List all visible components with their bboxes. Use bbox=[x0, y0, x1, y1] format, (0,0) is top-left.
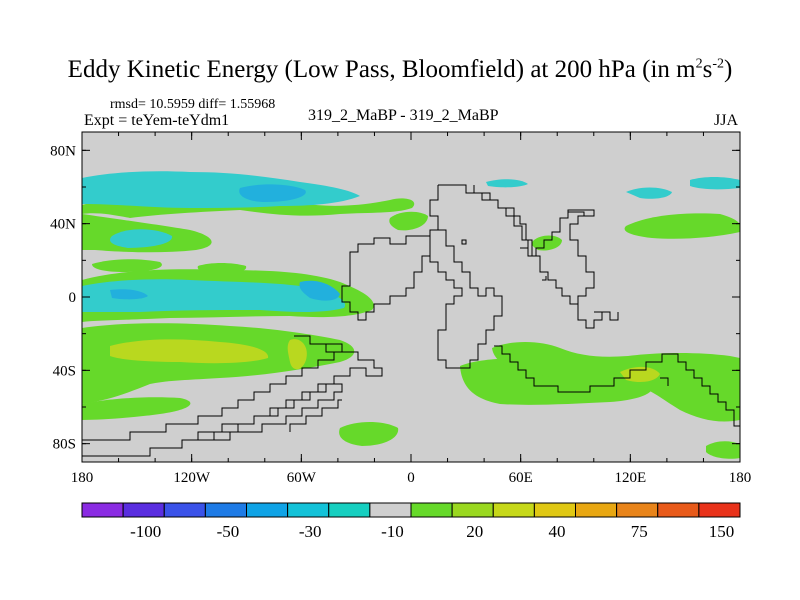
y-tick-label: 80S bbox=[53, 437, 76, 453]
x-tick-label: 180 bbox=[729, 470, 752, 486]
coastline-lakes-1 bbox=[461, 239, 467, 245]
contour-sh-green-3 bbox=[339, 422, 399, 446]
axes: 180 120W 60W 0 60E 120E 180 80N 40N 0 40S 80S bbox=[50, 132, 751, 486]
contour-nh-green-7 bbox=[624, 213, 740, 239]
colorbar-label: 75 bbox=[631, 522, 648, 541]
x-tick-label: 60E bbox=[509, 470, 533, 486]
coastline-americas-4 bbox=[289, 399, 342, 432]
coastline-africa-west bbox=[429, 185, 503, 369]
contour-nh-cyan-3 bbox=[626, 187, 672, 199]
chart-title: Eddy Kinetic Energy (Low Pass, Bloomfiel… bbox=[0, 56, 800, 84]
colorbar-swatch bbox=[698, 502, 741, 518]
map-panel bbox=[81, 131, 741, 463]
y-tick-label: 40N bbox=[50, 217, 76, 233]
coastline bbox=[82, 184, 740, 457]
title-main: Eddy Kinetic Energy (Low Pass, Bloomfiel… bbox=[67, 56, 696, 83]
contour-sh-yellow-1 bbox=[110, 339, 269, 364]
contour-nh-cyan-2 bbox=[109, 229, 173, 248]
colorbar-swatch bbox=[81, 502, 124, 518]
coastline-japan bbox=[568, 211, 585, 216]
coastline-australia bbox=[494, 345, 740, 440]
colorbar-swatch bbox=[328, 502, 371, 518]
colorbar-swatch bbox=[163, 502, 206, 518]
center-label: 319_2_MaBP - 319_2_MaBP bbox=[308, 107, 499, 124]
coastline-africa-eurasia bbox=[438, 184, 595, 305]
coastline-lakes-2 bbox=[542, 276, 547, 281]
colorbar-label: 20 bbox=[466, 522, 483, 541]
colorbar-swatch bbox=[451, 502, 494, 518]
contour-nh-green-6 bbox=[531, 235, 562, 251]
colorbar-swatch bbox=[204, 502, 247, 518]
colorbar-swatch bbox=[287, 502, 330, 518]
colorbar-swatch bbox=[122, 502, 165, 518]
contour-fills bbox=[82, 171, 740, 459]
contour-nh-blue-1 bbox=[239, 184, 306, 202]
coastline-europe bbox=[341, 235, 431, 321]
title-mid: s bbox=[702, 56, 713, 83]
y-tick-label: 0 bbox=[69, 290, 77, 306]
colorbar-swatch bbox=[410, 502, 453, 518]
contour-nh-cyan-4 bbox=[690, 177, 740, 190]
coastline-se-asia bbox=[602, 311, 619, 321]
colorbar-label: -100 bbox=[130, 522, 161, 541]
colorbar-label: -10 bbox=[381, 522, 404, 541]
y-tick-label: 80N bbox=[50, 143, 76, 159]
contour-eq-cyan bbox=[82, 279, 346, 312]
season-label: JJA bbox=[714, 112, 739, 129]
contour-sh-yellow-2 bbox=[287, 339, 307, 370]
colorbar: -100 -50 -30 -10 20 40 75 150 bbox=[81, 502, 741, 541]
coastline-arabia bbox=[520, 247, 536, 257]
x-tick-label: 180 bbox=[71, 470, 94, 486]
contour-eq-blue-1 bbox=[299, 280, 340, 301]
rmsd-label: rmsd= 10.5959 diff= 1.55968 bbox=[110, 97, 276, 112]
colorbar-swatch bbox=[369, 502, 412, 518]
colorbar-swatch bbox=[246, 502, 289, 518]
contour-eq-blue-2 bbox=[110, 289, 148, 300]
coastline-americas-3 bbox=[197, 383, 343, 441]
contour-nh-green-5 bbox=[389, 211, 428, 231]
colorbar-label: -30 bbox=[299, 522, 322, 541]
colorbar-label: 150 bbox=[709, 522, 735, 541]
title-sup-1: 2 bbox=[695, 56, 703, 72]
x-tick-label: 60W bbox=[287, 470, 317, 486]
x-tick-label: 120W bbox=[173, 470, 211, 486]
colorbar-label: -50 bbox=[217, 522, 240, 541]
contour-sh-green-6 bbox=[706, 441, 740, 459]
colorbar-swatch bbox=[657, 502, 700, 518]
x-tick-label: 0 bbox=[407, 470, 415, 486]
title-end: ) bbox=[724, 56, 733, 83]
colorbar-swatch bbox=[616, 502, 659, 518]
contour-nh-green-3 bbox=[92, 259, 162, 272]
colorbar-swatch bbox=[492, 502, 535, 518]
coastline-india bbox=[577, 304, 603, 329]
expt-label: Expt = teYem-teYdm1 bbox=[84, 112, 230, 129]
coastline-nz bbox=[660, 377, 669, 386]
x-tick-label: 120E bbox=[614, 470, 646, 486]
title-sup-2: -2 bbox=[712, 56, 724, 72]
contour-nh-cyan-5 bbox=[486, 179, 528, 188]
colorbar-swatch bbox=[575, 502, 618, 518]
colorbar-swatch bbox=[533, 502, 576, 518]
y-tick-label: 40S bbox=[53, 363, 76, 379]
colorbar-label: 40 bbox=[548, 522, 565, 541]
coastline-americas-2 bbox=[294, 335, 343, 353]
contour-sh-green-2 bbox=[82, 397, 191, 420]
